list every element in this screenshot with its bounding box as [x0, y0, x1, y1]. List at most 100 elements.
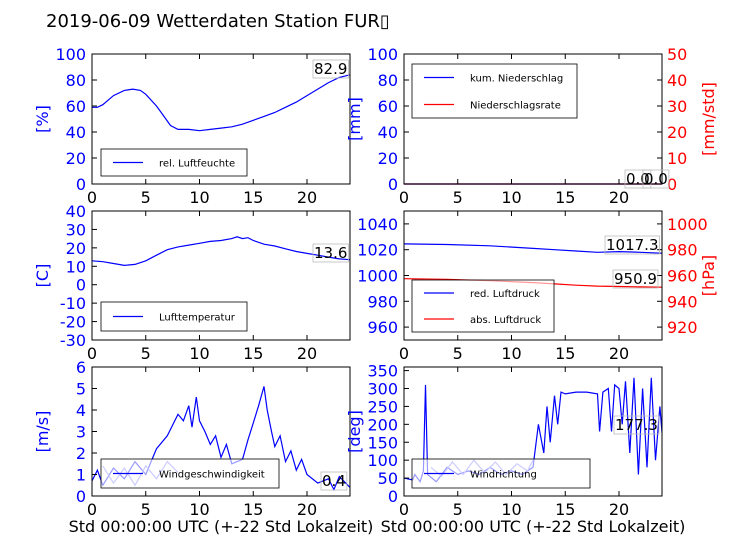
x-tick-label: 0: [87, 500, 97, 519]
chart-title: 2019-06-09 Wetterdaten Station FUR▯: [46, 11, 390, 32]
y-tick-label: 0: [76, 487, 86, 506]
y-tick-label: 1000: [357, 267, 398, 286]
last-value-box: [613, 415, 660, 435]
y-tick-label: 4: [76, 401, 86, 420]
y-tick-label: 40: [66, 123, 86, 142]
x-tick-label: 0: [399, 500, 409, 519]
last-value-label: 0.4: [322, 472, 346, 490]
y-tick-label: 50: [378, 469, 398, 488]
legend-entry: red. Luftdruck: [470, 289, 540, 300]
last-value-label: 177.3: [615, 416, 658, 434]
x-tick-label: 0: [399, 188, 409, 207]
y-right-tick-label: 30: [667, 97, 687, 116]
x-tick-label: 15: [555, 500, 575, 519]
x-tick-label: 15: [555, 344, 575, 363]
y-tick-label: 40: [66, 202, 86, 221]
y-tick-label: 1040: [357, 215, 398, 234]
x-tick-label: 15: [243, 344, 263, 363]
last-value-right-box: [612, 269, 659, 289]
y-tick-label: 80: [378, 71, 398, 90]
y-tick-label: 5: [76, 380, 86, 399]
last-value-label: 1017.3: [606, 236, 659, 254]
series-line-4-1: [403, 243, 663, 254]
x-tick-label: 10: [189, 500, 209, 519]
x-axis-label: Std 00:00:00 UTC (+-22 Std Lokalzeit): [69, 517, 374, 536]
y-tick-label: 10: [66, 257, 86, 276]
x-tick-label: 10: [501, 188, 521, 207]
y-right-tick-label: 10: [667, 149, 687, 168]
x-tick-label: 5: [453, 500, 463, 519]
y-tick-label: 350: [367, 362, 398, 381]
last-value-label: 13.6: [314, 244, 347, 262]
y-tick-label: 100: [55, 45, 86, 64]
y-tick-label: 3: [76, 423, 86, 442]
x-tick-label: 0: [87, 188, 97, 207]
last-value-box: [604, 235, 660, 255]
y-right-tick-label: 1000: [667, 215, 708, 234]
y-tick-label: 20: [66, 239, 86, 258]
panel-3: 0 5 10 15 20-30-20-10010203040[C]Lufttempera…: [33, 202, 351, 363]
x-tick-label: 20: [609, 188, 629, 207]
y-tick-label: 100: [367, 45, 398, 64]
y-tick-label: 20: [378, 149, 398, 168]
y-axis-label: [mm]: [345, 97, 364, 141]
legend-entry: abs. Luftdruck: [470, 315, 541, 326]
y-right-tick-label: 960: [667, 267, 698, 286]
last-value-label: 0.0: [626, 170, 650, 188]
y-tick-label: -30: [60, 331, 86, 350]
y-tick-label: 80: [66, 71, 86, 90]
y-right-tick-label: 980: [667, 241, 698, 260]
x-tick-label: 5: [141, 500, 151, 519]
legend-entry: kum. Niederschlag: [470, 74, 563, 85]
y-right-tick-label: 20: [667, 123, 687, 142]
last-value-box: [624, 169, 652, 189]
x-tick-label: 20: [609, 500, 629, 519]
x-axis-label: Std 00:00:00 UTC (+-22 Std Lokalzeit): [381, 517, 686, 536]
y-tick-label: 980: [367, 292, 398, 311]
plot-frame: [91, 53, 351, 185]
y-tick-label: 0: [76, 175, 86, 194]
y-tick-label: -10: [60, 294, 86, 313]
x-tick-label: 15: [243, 500, 263, 519]
y-axis-label: [%]: [33, 105, 52, 133]
legend-entry: Windrichtung: [470, 470, 537, 481]
legend-entry: Niederschlagsrate: [470, 101, 561, 112]
panel-4: 0 5 10 15 20 960 980 1000 1020 1040 920 940 960 980 10…: [357, 210, 718, 363]
y-tick-label: 0: [388, 175, 398, 194]
y-tick-label: 200: [367, 415, 398, 434]
y-tick-label: 6: [76, 358, 86, 377]
y-right-tick-label: 0: [667, 175, 677, 194]
x-tick-label: 5: [453, 188, 463, 207]
x-tick-label: 0: [399, 344, 409, 363]
y-right-axis-label: [hPa]: [699, 255, 718, 296]
legend-entry: Lufttemperatur: [159, 313, 236, 324]
last-value-right-label: 950.9: [614, 270, 657, 288]
last-value-right-box: [642, 169, 670, 189]
x-tick-label: 10: [501, 344, 521, 363]
x-tick-label: 5: [141, 344, 151, 363]
x-tick-label: 20: [609, 344, 629, 363]
x-tick-label: 20: [297, 188, 317, 207]
y-tick-label: 150: [367, 433, 398, 452]
y-axis-label: [m/s]: [33, 411, 52, 453]
y-axis-label: [C]: [33, 264, 52, 288]
series-line-3-1: [91, 236, 351, 267]
y-tick-label: 100: [367, 451, 398, 470]
y-axis-label: [deg]: [345, 410, 364, 453]
y-right-tick-label: 50: [667, 45, 687, 64]
plot-frame: [403, 366, 663, 497]
y-tick-label: 300: [367, 380, 398, 399]
x-tick-label: 10: [189, 188, 209, 207]
y-tick-label: 60: [378, 97, 398, 116]
plot-frame: [91, 210, 351, 341]
y-right-tick-label: 940: [667, 292, 698, 311]
x-tick-label: 10: [501, 500, 521, 519]
y-tick-label: 1: [76, 466, 86, 485]
y-tick-label: 40: [378, 123, 398, 142]
y-tick-label: 2: [76, 444, 86, 463]
panel-1: 0 5 10 15 20 0 20 40 60 80 100 [%] rel. Luftfeuchte 8…: [33, 45, 351, 207]
y-tick-label: 60: [66, 97, 86, 116]
y-right-tick-label: 40: [667, 71, 687, 90]
